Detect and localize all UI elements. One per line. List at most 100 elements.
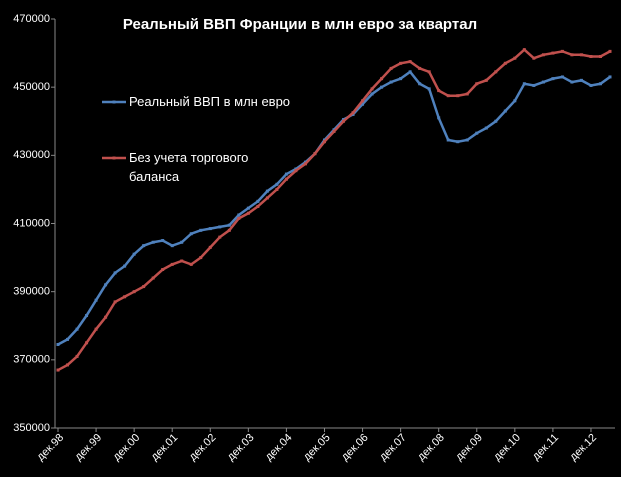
point [199,228,203,232]
point [218,225,222,229]
point [437,89,441,93]
point [104,283,108,287]
point [361,102,365,106]
point [275,182,279,186]
point [342,118,346,122]
y-tick-label: 390000 [13,286,50,298]
point [208,245,212,249]
point [56,368,60,372]
point [208,227,212,231]
point [456,94,460,98]
point [427,87,431,91]
point [465,138,469,142]
point [275,187,279,191]
point [332,129,336,133]
y-tick-label: 430000 [13,149,50,161]
point [237,213,241,217]
x-tick-label: дек.09 [453,432,485,464]
point [246,206,250,210]
point [227,223,231,227]
point [589,83,593,87]
point [608,75,612,79]
point [170,244,174,248]
point [418,82,422,86]
point [342,119,346,123]
point [361,99,365,103]
point [570,80,574,84]
point [142,285,146,289]
point [437,116,441,120]
x-tick-label: дек.03 [225,432,257,464]
legend-marker [112,156,116,160]
point [189,232,193,236]
point [494,70,498,74]
point [256,204,260,208]
x-tick-label: дек.07 [377,432,409,464]
point [303,162,307,166]
point [370,92,374,96]
point [189,262,193,266]
point [446,94,450,98]
point [322,140,326,144]
point [313,152,317,156]
point [151,240,155,244]
point [513,56,517,60]
point [503,61,507,65]
point [541,80,545,84]
point [484,78,488,82]
point [560,49,564,53]
point [132,290,136,294]
point [75,354,79,358]
point [598,54,602,58]
point [161,268,165,272]
point [104,315,108,319]
point [94,327,98,331]
point [246,211,250,215]
point [284,172,288,176]
point [380,77,384,81]
point [265,189,269,193]
point [399,61,403,65]
point [532,83,536,87]
point [113,300,117,304]
point [151,276,155,280]
point [465,92,469,96]
point [351,112,355,116]
point [427,70,431,74]
legend-label: Без учета торгового баланса [129,150,249,184]
point [75,327,79,331]
x-tick-label: дек.06 [339,432,371,464]
point [551,77,555,81]
point [199,256,203,260]
point [142,244,146,248]
point [227,228,231,232]
point [94,298,98,302]
point [475,82,479,86]
point [408,70,412,74]
point [284,177,288,181]
y-tick-label: 370000 [13,354,50,366]
x-tick-label: дек.08 [415,432,447,464]
point [113,271,117,275]
point [389,80,393,84]
point [503,109,507,113]
point [56,342,60,346]
point [370,87,374,91]
y-tick-label: 450000 [13,81,50,93]
point [475,131,479,135]
point [579,53,583,57]
point [294,167,298,171]
point [456,140,460,144]
point [418,66,422,70]
point [265,196,269,200]
point [494,119,498,123]
x-tick-label: дек.00 [111,432,143,464]
chart-title: Реальный ВВП Франции в млн евро за кварт… [122,16,478,33]
point [399,77,403,81]
point [522,82,526,86]
x-tick-label: дек.04 [263,432,295,464]
point [123,264,127,268]
point [218,235,222,239]
point [170,262,174,266]
